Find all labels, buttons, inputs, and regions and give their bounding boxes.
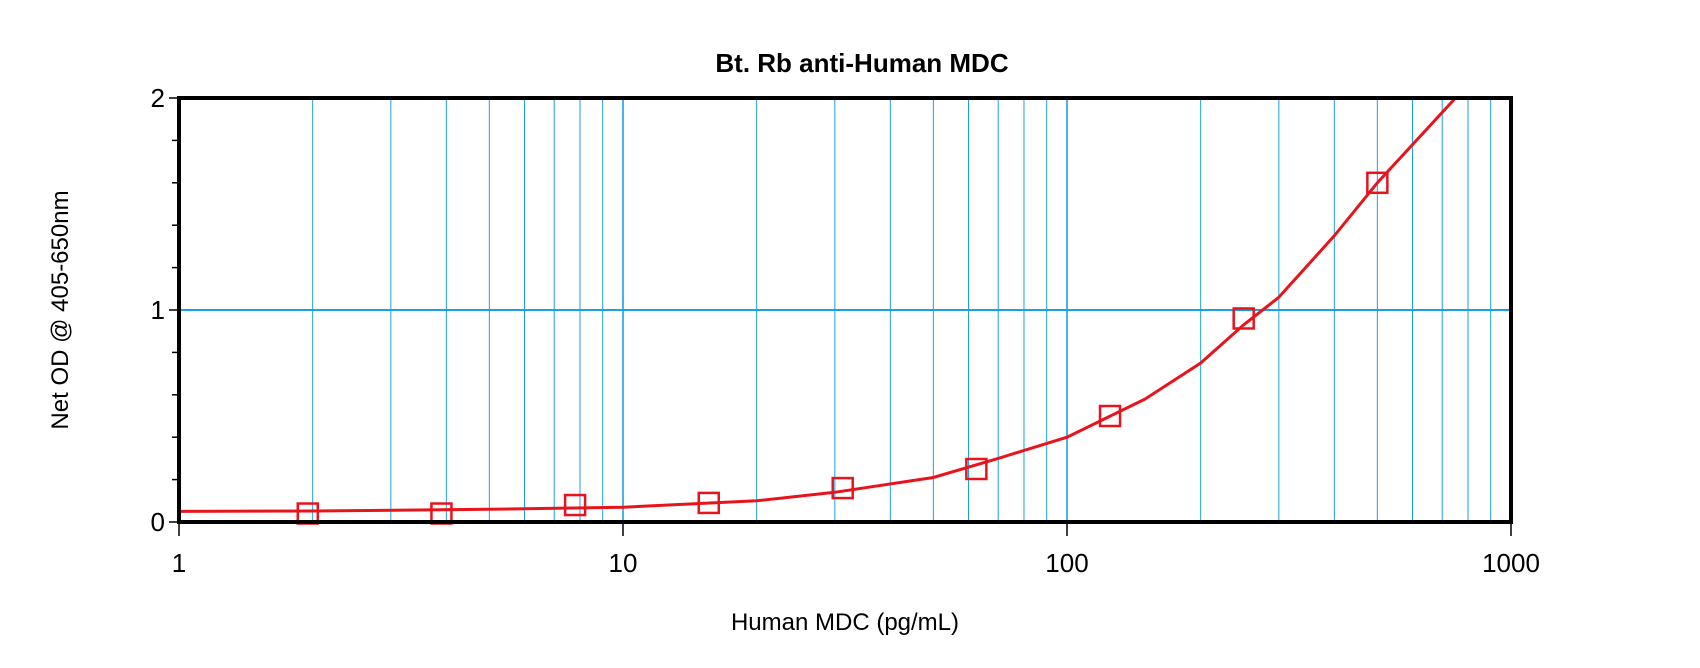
y-axis-label: Net OD @ 405-650nm bbox=[47, 190, 74, 429]
y-tick-label: 1 bbox=[151, 295, 165, 325]
grid bbox=[179, 98, 1511, 522]
x-tick-label: 100 bbox=[1045, 548, 1088, 578]
data-point bbox=[965, 457, 988, 481]
axes bbox=[169, 96, 1513, 536]
x-tick-label: 10 bbox=[609, 548, 638, 578]
data-points bbox=[296, 171, 1389, 525]
fit-curve-group bbox=[178, 96, 1457, 513]
x-axis-label: Human MDC (pg/mL) bbox=[731, 609, 959, 636]
data-point bbox=[1232, 307, 1255, 330]
data-point bbox=[1098, 404, 1122, 428]
fit-curve bbox=[178, 96, 1457, 513]
y-tick-label: 2 bbox=[151, 83, 165, 113]
chart-title: Bt. Rb anti-Human MDC bbox=[715, 48, 1008, 78]
data-point bbox=[697, 491, 720, 515]
data-point bbox=[1366, 171, 1389, 195]
data-point bbox=[831, 476, 854, 500]
x-tick-label: 1 bbox=[172, 548, 186, 578]
x-tick-label: 1000 bbox=[1482, 548, 1540, 578]
y-tick-label: 0 bbox=[151, 507, 165, 537]
data-point bbox=[563, 493, 587, 517]
